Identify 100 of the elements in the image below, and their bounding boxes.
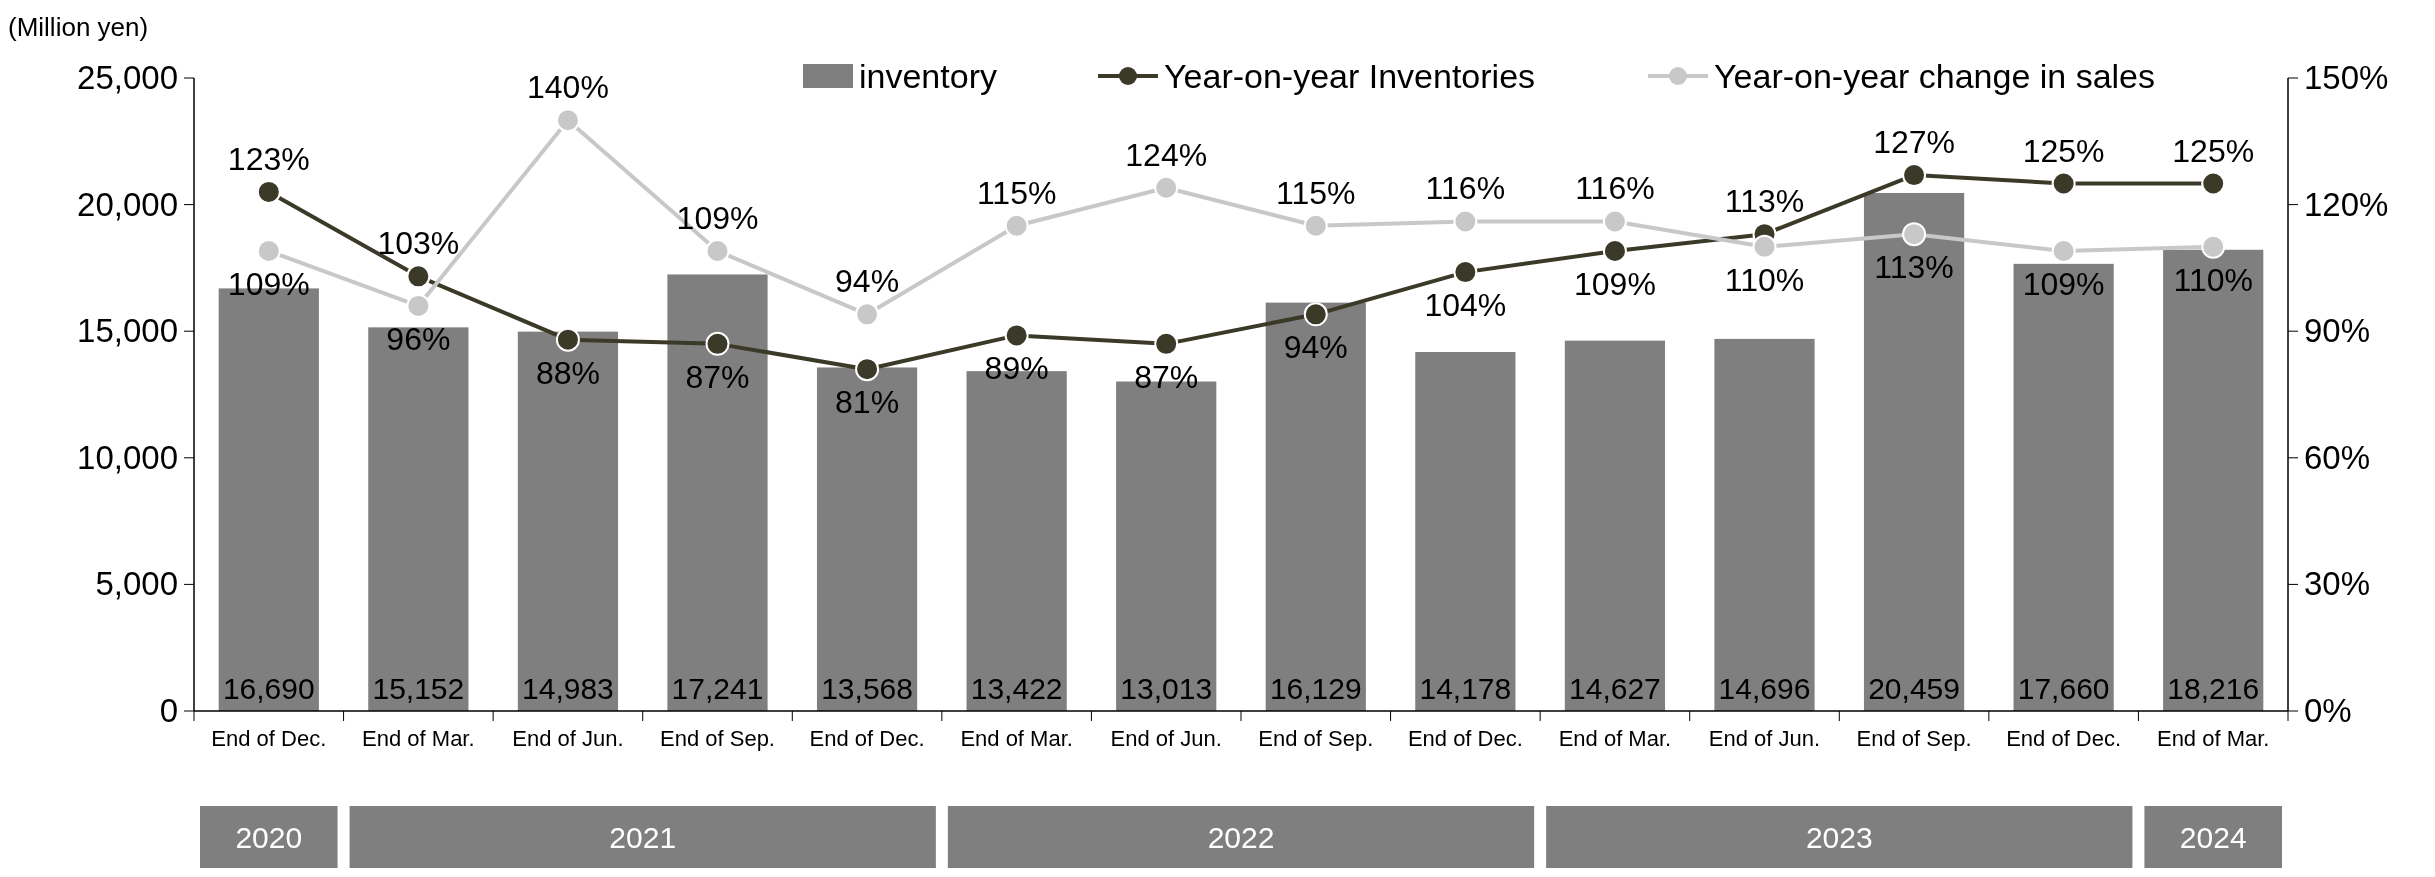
x-tick-label: End of Mar. [960,726,1073,751]
y2-tick-label: 60% [2304,438,2371,476]
y-tick-label: 5,000 [95,565,178,603]
bar [1863,192,1965,711]
data-label: 115% [1276,174,1356,211]
data-label: 127% [1873,124,1955,161]
point [256,239,281,264]
bar [2163,249,2264,711]
data-label: 113% [1724,183,1805,220]
text: 2020 [235,821,303,854]
data-label: 15,152 [372,672,465,705]
data-label: 89% [984,350,1049,387]
data-label: 13,568 [821,672,913,705]
data-label: 116% [1575,170,1655,207]
legend-label: Year-on-year change in sales [1714,57,2156,95]
text: 2021 [609,821,677,854]
data-label: 16,690 [222,672,315,705]
point [406,293,431,318]
point [1303,302,1328,327]
x-tick-label: End of Dec. [2006,726,2122,751]
bar [368,327,469,711]
data-label: 17,241 [671,672,764,705]
point [855,357,880,382]
data-label: 113% [1874,249,1954,286]
y2-tick-label: 150% [2304,59,2389,96]
data-label: 110% [1724,261,1805,298]
data-label: 88% [535,354,600,391]
x-tick-label: End of Mar. [362,726,475,751]
data-label: 17,660 [2017,672,2110,705]
y2-tick-label: 90% [2304,312,2371,350]
data-label: 14,696 [1718,672,1811,705]
y2-tick-label: 0% [2304,692,2352,729]
point [1154,175,1179,200]
point [1453,209,1478,234]
y2-tick-label: 30% [2304,565,2371,603]
y2-tick-label: 120% [2304,185,2389,223]
point [705,239,730,264]
point [2051,239,2076,264]
data-label: 20,459 [1868,672,1960,705]
data-label: 115% [976,174,1057,211]
text: 2022 [1207,821,1275,854]
bar [816,367,918,711]
point [2201,234,2226,259]
point [1602,209,1627,234]
point [2051,171,2076,196]
data-label: 16,129 [1269,672,1362,705]
data-label: 13,013 [1120,672,1213,705]
bar [1415,352,1516,711]
data-label: 94% [835,263,900,300]
x-tick-label: End of Jun. [1708,726,1821,751]
bar [517,331,619,711]
data-label: 125% [2172,132,2255,169]
point [1902,163,1927,188]
text: 2023 [1805,821,1873,854]
legend-label: Year-on-year Inventories [1164,57,1536,95]
x-tick-label: End of Mar. [2156,726,2270,751]
text: 2024 [2179,821,2247,854]
data-label: 125% [2022,132,2105,169]
data-label: 140% [527,69,609,106]
data-label: 13,422 [970,672,1063,705]
x-tick-label: End of Sep. [1258,726,1374,751]
y-tick-label: 10,000 [77,438,178,476]
data-label: 87% [1134,358,1199,395]
y-tick-label: 0 [159,692,178,729]
x-tick-label: End of Sep. [660,726,775,751]
y-tick-label: 25,000 [77,59,178,96]
point [2201,171,2226,196]
x-tick-label: End of Jun. [512,726,624,751]
bar [1564,340,1666,711]
x-tick-label: End of Dec. [1407,726,1523,751]
y-tick-label: 20,000 [77,185,178,223]
point [555,327,580,352]
data-label: 109% [227,266,310,303]
bar [1265,302,1366,711]
x-tick-label: End of Jun. [1110,726,1222,751]
data-label: 14,178 [1419,672,1512,705]
point [1154,331,1179,356]
data-label: 116% [1425,170,1506,207]
data-label: 109% [2022,266,2105,303]
y-tick-label: 15,000 [77,312,178,350]
point [1303,213,1328,238]
data-label: 14,983 [522,672,614,705]
data-label: 14,627 [1569,672,1661,705]
data-label: 103% [377,225,460,262]
x-tick-label: End of Dec. [809,726,925,751]
point [855,302,880,327]
x-tick-label: End of Dec. [211,726,327,751]
data-label: 104% [1424,287,1507,324]
data-label: 94% [1283,329,1348,366]
x-tick-label: End of Sep. [1856,726,1972,751]
data-label: 81% [835,384,900,421]
point [1004,323,1029,348]
bar [2013,263,2114,711]
data-label: 109% [676,200,759,237]
point [1453,260,1478,285]
bar [1714,338,1815,711]
point [1902,222,1927,247]
point [705,331,730,356]
data-label: 87% [685,358,750,395]
point [1752,234,1777,259]
